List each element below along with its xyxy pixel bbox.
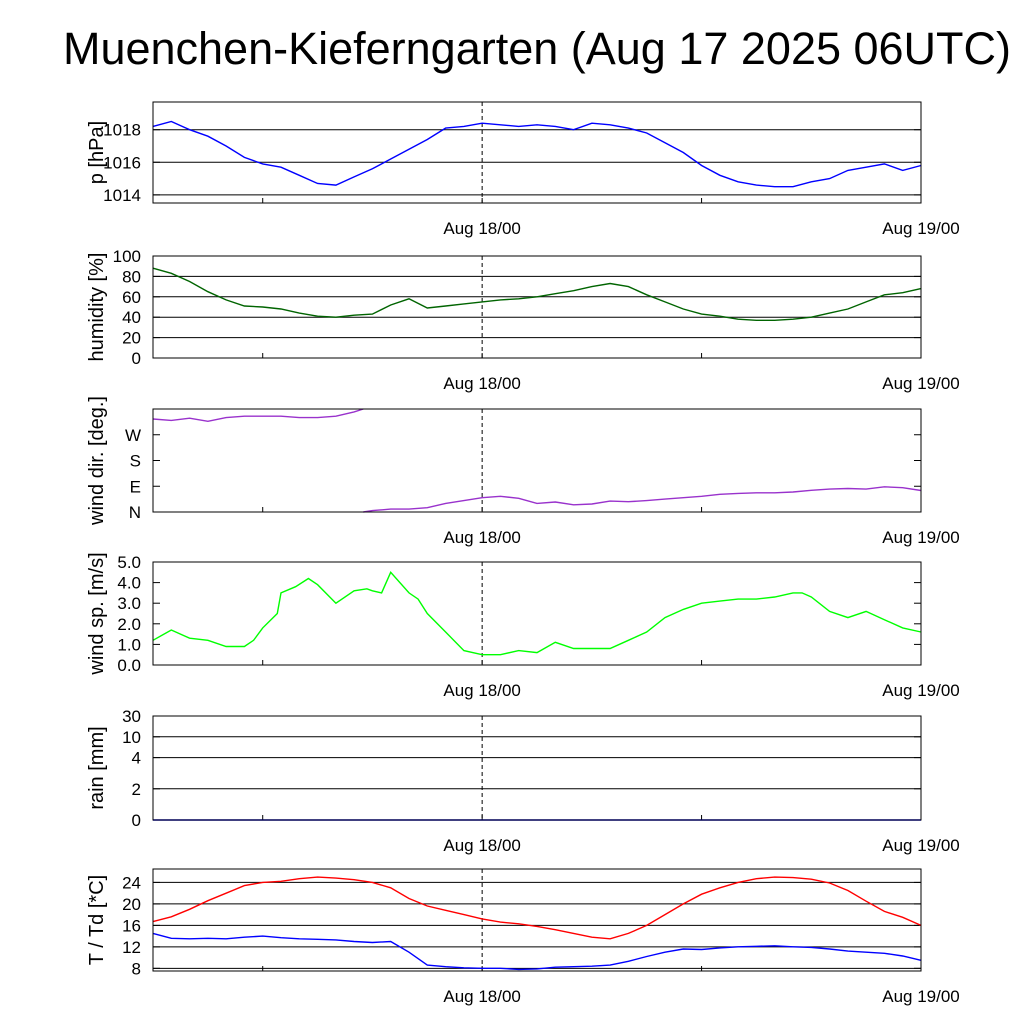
temperature-ytick-label: 24 (122, 873, 141, 892)
wind-speed-xtick-label: Aug 18/00 (443, 681, 521, 700)
wind-speed-ytick-label: 3.0 (117, 594, 141, 613)
rain-xtick-label: Aug 18/00 (443, 836, 521, 855)
rain-ytick-label: 30 (122, 707, 141, 726)
humidity-ytick-label: 100 (113, 247, 141, 266)
rain-xtick-label: Aug 19/00 (882, 836, 960, 855)
pressure-ytick-label: 1014 (103, 186, 141, 205)
chart-title: Muenchen-Kieferngarten (Aug 17 2025 06UT… (62, 23, 1012, 74)
wind-speed-ytick-label: 0.0 (117, 656, 141, 675)
humidity-ytick-label: 80 (122, 267, 141, 286)
pressure-xtick-label: Aug 19/00 (882, 219, 960, 238)
humidity-ytick-label: 60 (122, 288, 141, 307)
pressure-ytick-label: 1018 (103, 121, 141, 140)
humidity-ytick-label: 0 (132, 349, 141, 368)
wind-dir-series-line-0 (152, 408, 364, 423)
wind-dir-ytick-label: W (125, 426, 141, 445)
humidity-xtick-label: Aug 18/00 (443, 374, 521, 393)
wind-dir-ylabel: wind dir. [deg.] (86, 396, 108, 526)
wind-speed-ytick-label: 5.0 (117, 553, 141, 572)
wind-dir-ytick-label: E (130, 477, 141, 496)
wind-dir-xtick-label: Aug 18/00 (443, 528, 521, 547)
pressure-ytick-label: 1016 (103, 153, 141, 172)
pressure-xtick-label: Aug 18/00 (443, 219, 521, 238)
rain-frame (152, 715, 922, 821)
wind-dir-series-line-1 (363, 486, 922, 513)
wind-speed-xtick-label: Aug 19/00 (882, 681, 960, 700)
humidity-ylabel: humidity [%] (86, 253, 108, 362)
wind-dir-ytick-label: N (129, 503, 141, 522)
humidity-frame (152, 255, 922, 359)
rain-ytick-label: 10 (122, 728, 141, 747)
humidity-series-line-0 (152, 267, 922, 321)
temperature-series-line-1 (152, 932, 922, 971)
wind-speed-ytick-label: 1.0 (117, 635, 141, 654)
humidity-ytick-label: 20 (122, 329, 141, 348)
wind-speed-ytick-label: 4.0 (117, 574, 141, 593)
humidity-xtick-label: Aug 19/00 (882, 374, 960, 393)
rain-ylabel: rain [mm] (86, 726, 108, 809)
temperature-xtick-label: Aug 18/00 (443, 987, 521, 1006)
temperature-ytick-label: 20 (122, 895, 141, 914)
wind-dir-frame (152, 408, 922, 513)
temperature-ylabel: T / Td [*C] (86, 875, 108, 965)
rain-ytick-label: 2 (132, 780, 141, 799)
pressure-series-line-0 (152, 120, 922, 188)
temperature-frame (152, 868, 922, 972)
temperature-series-line-0 (152, 876, 922, 940)
rain-ytick-label: 0 (132, 811, 141, 830)
temperature-ytick-label: 16 (122, 916, 141, 935)
wind-speed-frame (152, 561, 922, 666)
wind-speed-ylabel: wind sp. [m/s] (86, 552, 108, 675)
pressure-ylabel: p [hPa] (86, 121, 108, 184)
wind-dir-ytick-label: S (130, 452, 141, 471)
humidity-ytick-label: 40 (122, 308, 141, 327)
rain-ytick-label: 4 (132, 749, 141, 768)
pressure-frame (152, 101, 922, 204)
temperature-xtick-label: Aug 19/00 (882, 987, 960, 1006)
wind-speed-series-line-0 (152, 571, 922, 656)
wind-dir-xtick-label: Aug 19/00 (882, 528, 960, 547)
wind-speed-ytick-label: 2.0 (117, 615, 141, 634)
temperature-ytick-label: 12 (122, 938, 141, 957)
temperature-ytick-label: 8 (132, 959, 141, 978)
